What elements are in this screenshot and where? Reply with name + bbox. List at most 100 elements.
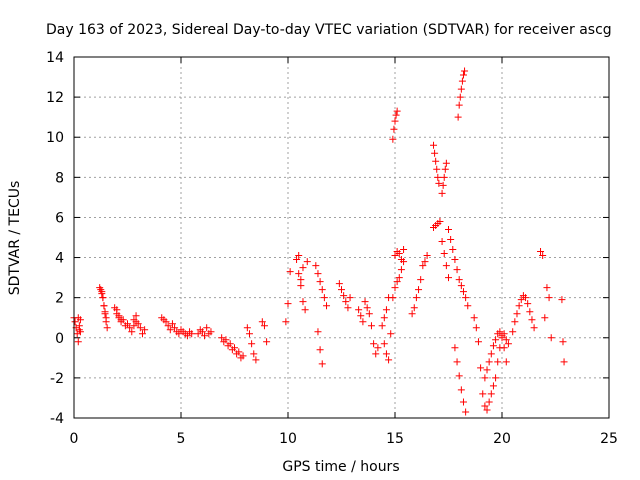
data-point <box>496 328 504 336</box>
data-point <box>117 316 125 324</box>
data-point <box>487 350 495 358</box>
data-point <box>380 340 388 348</box>
data-point <box>374 344 382 352</box>
data-point <box>380 314 388 322</box>
y-tick-label: -2 <box>50 371 64 387</box>
data-point <box>132 312 140 320</box>
data-point <box>492 336 500 344</box>
data-point <box>455 276 463 284</box>
data-point <box>284 300 292 308</box>
data-point <box>393 278 401 286</box>
x-tick-label: 20 <box>493 431 511 447</box>
data-point <box>439 181 447 189</box>
data-point <box>445 274 452 282</box>
data-point <box>166 326 174 334</box>
data-point <box>100 302 108 310</box>
data-point <box>489 342 497 350</box>
data-point <box>239 352 247 360</box>
data-point <box>316 346 324 354</box>
data-point <box>431 149 439 157</box>
data-point <box>517 296 525 304</box>
data-point <box>297 282 305 290</box>
data-point <box>481 402 489 410</box>
data-point <box>389 135 397 143</box>
data-point <box>103 324 111 332</box>
y-tick-label: 0 <box>55 331 64 347</box>
data-point <box>126 324 134 332</box>
data-point <box>421 258 429 266</box>
data-point <box>558 296 566 304</box>
data-point <box>299 298 307 306</box>
data-point <box>171 324 179 332</box>
data-point <box>470 314 478 322</box>
data-point <box>141 326 149 334</box>
data-point <box>472 324 480 332</box>
data-point <box>175 330 183 338</box>
y-axis-label: SDTVAR / TECUs <box>7 181 23 296</box>
data-point <box>263 338 271 346</box>
data-point <box>293 256 301 264</box>
data-point <box>248 340 256 348</box>
data-point <box>451 344 459 352</box>
data-point <box>436 217 444 225</box>
data-point <box>389 294 397 302</box>
data-point <box>198 328 206 336</box>
data-point <box>365 310 373 318</box>
data-point <box>115 312 123 320</box>
x-tick-labels: 0 5 10 15 20 25 <box>70 431 618 447</box>
data-point <box>462 294 470 302</box>
data-point <box>258 318 266 326</box>
data-point <box>417 276 425 284</box>
data-point <box>134 320 142 328</box>
data-point <box>440 173 448 181</box>
data-point <box>235 348 243 356</box>
data-point <box>479 390 487 398</box>
data-point <box>245 330 253 338</box>
data-point <box>295 252 303 260</box>
data-point <box>487 390 495 398</box>
data-point <box>344 304 352 312</box>
data-point <box>168 320 176 328</box>
axis-ticks <box>73 56 610 419</box>
data-point <box>231 344 238 352</box>
y-tick-label: 2 <box>55 291 64 307</box>
data-point <box>504 340 512 348</box>
data-point <box>537 248 545 256</box>
data-point <box>340 292 348 300</box>
data-point <box>458 77 466 85</box>
data-point <box>461 67 469 75</box>
data-point <box>99 294 107 302</box>
data-point <box>545 294 553 302</box>
data-point <box>370 340 378 348</box>
y-tick-label: 8 <box>55 170 64 186</box>
data-point <box>260 322 268 330</box>
data-point <box>320 294 328 302</box>
data-point <box>415 286 423 294</box>
data-point <box>252 356 260 364</box>
y-tick-label: 4 <box>55 251 64 267</box>
data-point <box>459 288 467 296</box>
data-point <box>442 159 450 167</box>
data-point <box>201 332 209 340</box>
data-point <box>361 298 369 306</box>
data-point <box>483 406 491 414</box>
data-point <box>218 334 226 342</box>
data-point <box>456 93 464 101</box>
data-point <box>372 350 380 358</box>
data-point <box>438 189 446 197</box>
data-point <box>76 328 84 336</box>
data-point <box>530 324 538 332</box>
data-point <box>459 71 467 79</box>
data-point <box>124 320 131 328</box>
data-point <box>440 250 448 258</box>
data-point <box>462 408 470 416</box>
data-point <box>222 336 230 344</box>
data-point <box>346 294 354 302</box>
data-point <box>226 340 234 348</box>
data-point <box>385 356 393 364</box>
data-point <box>455 101 463 109</box>
data-point <box>434 173 442 181</box>
data-point <box>312 262 320 270</box>
data-point <box>113 306 121 314</box>
data-point <box>433 165 441 173</box>
